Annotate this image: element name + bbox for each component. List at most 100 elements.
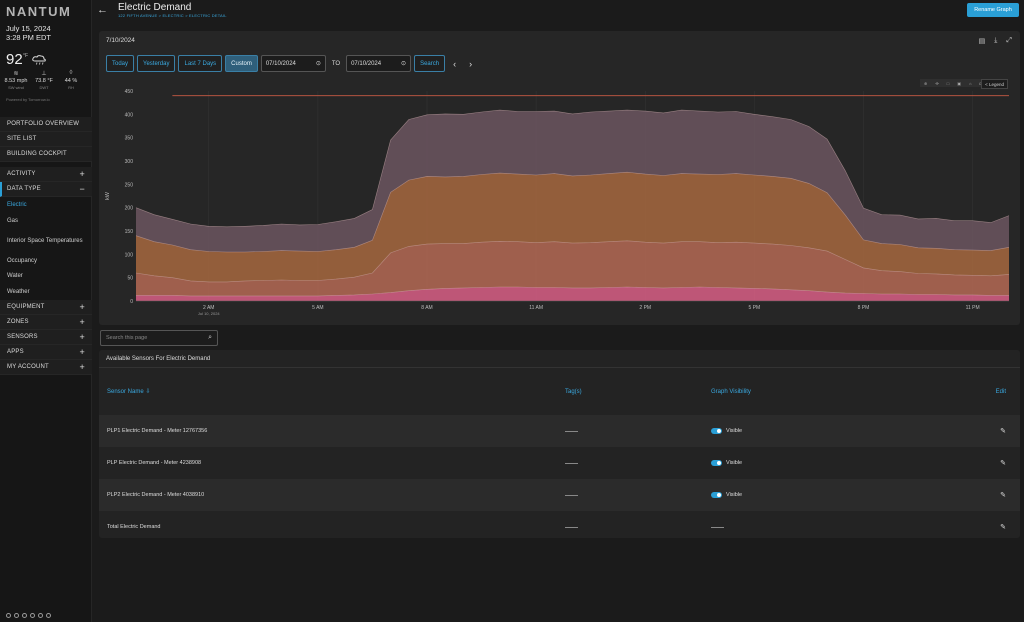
visibility-toggle[interactable] bbox=[711, 460, 722, 466]
visibility-empty bbox=[711, 511, 724, 538]
chart-toolbar: ⊕ ✣ □ ▣ ⌂ ◘ bbox=[920, 79, 986, 87]
dash bbox=[565, 462, 578, 464]
series-line bbox=[135, 240, 1010, 283]
current-date: July 15, 2024 3:28 PM EDT bbox=[6, 24, 51, 42]
calendar-icon[interactable]: ⊙ bbox=[315, 61, 321, 67]
download-icon[interactable]: ⤓ bbox=[994, 37, 998, 44]
humidity-stat: ◊ 44 % RH bbox=[57, 70, 85, 90]
search-input[interactable]: Search this page ⌕ bbox=[100, 330, 218, 346]
data-type-water[interactable]: Water bbox=[7, 273, 23, 279]
zoom-out-icon[interactable]: ▣ bbox=[957, 80, 962, 86]
table-row: Total Electric Demand ✎ bbox=[99, 511, 1020, 538]
x-tick-label: 8 AM bbox=[421, 305, 432, 311]
y-tick-label: 200 bbox=[125, 206, 134, 212]
visibility-toggle[interactable] bbox=[711, 428, 722, 434]
sensor-name: PLP2 Electric Demand - Meter 4038910 bbox=[107, 492, 205, 498]
pan-icon[interactable]: ✣ bbox=[935, 80, 939, 86]
data-type-occupancy[interactable]: Occupancy bbox=[7, 257, 38, 264]
reset-icon[interactable]: ⌂ bbox=[969, 80, 972, 86]
help-icon[interactable] bbox=[6, 613, 11, 618]
last-7-days-button[interactable]: Last 7 Days bbox=[178, 55, 223, 72]
expand-icon[interactable]: ⤢ bbox=[1006, 37, 1012, 44]
pencil-icon[interactable]: ✎ bbox=[1000, 524, 1006, 531]
prev-arrow-icon[interactable]: ‹ bbox=[453, 58, 457, 69]
dew-stat: ⊥ 73.8 °F DWT bbox=[30, 70, 58, 90]
nav-site-list[interactable]: SITE LIST bbox=[0, 132, 92, 147]
breadcrumb[interactable]: 122 FIFTH AVENUE > ELECTRIC > ELECTRIC D… bbox=[118, 13, 227, 18]
y-tick-label: 400 bbox=[125, 112, 134, 118]
series-line bbox=[135, 171, 1010, 253]
legend-button[interactable]: < Legend bbox=[981, 79, 1008, 89]
series-area bbox=[136, 240, 1009, 296]
series-area bbox=[136, 110, 1009, 252]
y-tick-label: 450 bbox=[125, 89, 134, 95]
nav-portfolio-overview[interactable]: PORTFOLIO OVERVIEW bbox=[0, 117, 92, 132]
today-button[interactable]: Today bbox=[106, 55, 135, 72]
calendar-icon[interactable]: ⊙ bbox=[401, 61, 407, 67]
header-graph-visibility: Graph Visibility bbox=[711, 388, 751, 395]
y-tick-label: 0 bbox=[130, 299, 133, 305]
nav-data-type[interactable]: DATA TYPE − bbox=[0, 182, 92, 197]
humidity-value: 44 % bbox=[64, 78, 78, 84]
y-tick-label: 300 bbox=[125, 159, 134, 165]
visibility-toggle[interactable] bbox=[711, 492, 722, 498]
nav-apps[interactable]: APPS + bbox=[0, 345, 92, 360]
cloud-rain-icon bbox=[32, 55, 46, 65]
page-title: Electric Demand bbox=[118, 2, 192, 13]
search-button[interactable]: Search bbox=[414, 55, 446, 72]
dew-value: 73.8 °F bbox=[35, 78, 53, 84]
nav-building-cockpit[interactable]: BUILDING COCKPIT bbox=[0, 147, 92, 162]
pencil-icon[interactable]: ✎ bbox=[1000, 492, 1006, 499]
expand-plus-icon[interactable]: + bbox=[79, 317, 85, 327]
expand-plus-icon[interactable]: + bbox=[79, 332, 85, 342]
app-logo[interactable]: NANTUM bbox=[6, 4, 72, 19]
expand-plus-icon[interactable]: + bbox=[79, 347, 85, 357]
share-icon[interactable] bbox=[38, 613, 43, 618]
table-icon[interactable]: ▤ bbox=[978, 38, 986, 45]
pencil-icon[interactable]: ✎ bbox=[1000, 428, 1006, 435]
yesterday-button[interactable]: Yesterday bbox=[137, 55, 176, 72]
header-sensor-name[interactable]: Sensor Name ⇩ bbox=[107, 389, 151, 395]
to-date-input[interactable]: 07/10/2024 ⊙ bbox=[346, 55, 412, 72]
visibility-cell: Visible bbox=[711, 447, 742, 479]
visibility-cell: Visible bbox=[711, 415, 742, 447]
nav-my-account[interactable]: MY ACCOUNT + bbox=[0, 360, 92, 375]
header-tags: Tag(s) bbox=[565, 388, 582, 395]
sensor-name: PLP1 Electric Demand - Meter 12767356 bbox=[107, 428, 208, 434]
nav-label: MY ACCOUNT bbox=[7, 364, 49, 370]
search-icon[interactable]: ⌕ bbox=[208, 334, 212, 341]
edit-cell: ✎ bbox=[1000, 511, 1006, 538]
nav-sensors[interactable]: SENSORS + bbox=[0, 330, 92, 345]
data-type-weather[interactable]: Weather bbox=[7, 289, 30, 295]
zoom-icon[interactable]: ⊕ bbox=[924, 80, 928, 86]
expand-plus-icon[interactable]: + bbox=[79, 362, 85, 372]
nav-label: ZONES bbox=[7, 319, 29, 325]
x-tick-label: 11 PM bbox=[966, 305, 980, 311]
rename-graph-button[interactable]: Rename Graph bbox=[967, 3, 1019, 17]
humidity-label: RH bbox=[68, 85, 74, 90]
visible-label: Visible bbox=[726, 428, 743, 434]
tags-empty bbox=[565, 479, 578, 511]
nav-equipment[interactable]: EQUIPMENT + bbox=[0, 300, 92, 315]
from-date-input[interactable]: 07/10/2024 ⊙ bbox=[260, 55, 326, 72]
expand-plus-icon[interactable]: + bbox=[79, 169, 85, 179]
nav-zones[interactable]: ZONES + bbox=[0, 315, 92, 330]
support-icon[interactable] bbox=[30, 613, 35, 618]
info-icon[interactable] bbox=[22, 613, 27, 618]
logout-icon[interactable] bbox=[46, 613, 51, 618]
expand-plus-icon[interactable]: + bbox=[79, 302, 85, 312]
data-type-electric[interactable]: Electric bbox=[7, 202, 27, 208]
camera-icon[interactable]: ◘ bbox=[980, 81, 982, 86]
custom-button[interactable]: Custom bbox=[225, 55, 258, 72]
grid-icon[interactable] bbox=[14, 613, 19, 618]
pencil-icon[interactable]: ✎ bbox=[1000, 460, 1006, 467]
zoom-in-icon[interactable]: □ bbox=[946, 80, 950, 86]
back-arrow-icon[interactable]: ← bbox=[97, 4, 108, 16]
next-arrow-icon[interactable]: › bbox=[469, 58, 473, 69]
data-type-gas[interactable]: Gas bbox=[7, 218, 19, 224]
y-tick-label: 250 bbox=[125, 182, 134, 188]
data-type-interior-space-temperatures[interactable]: Interior Space Temperatures bbox=[7, 238, 83, 244]
nav-activity[interactable]: ACTIVITY + bbox=[0, 167, 92, 182]
collapse-minus-icon[interactable]: − bbox=[79, 184, 85, 194]
